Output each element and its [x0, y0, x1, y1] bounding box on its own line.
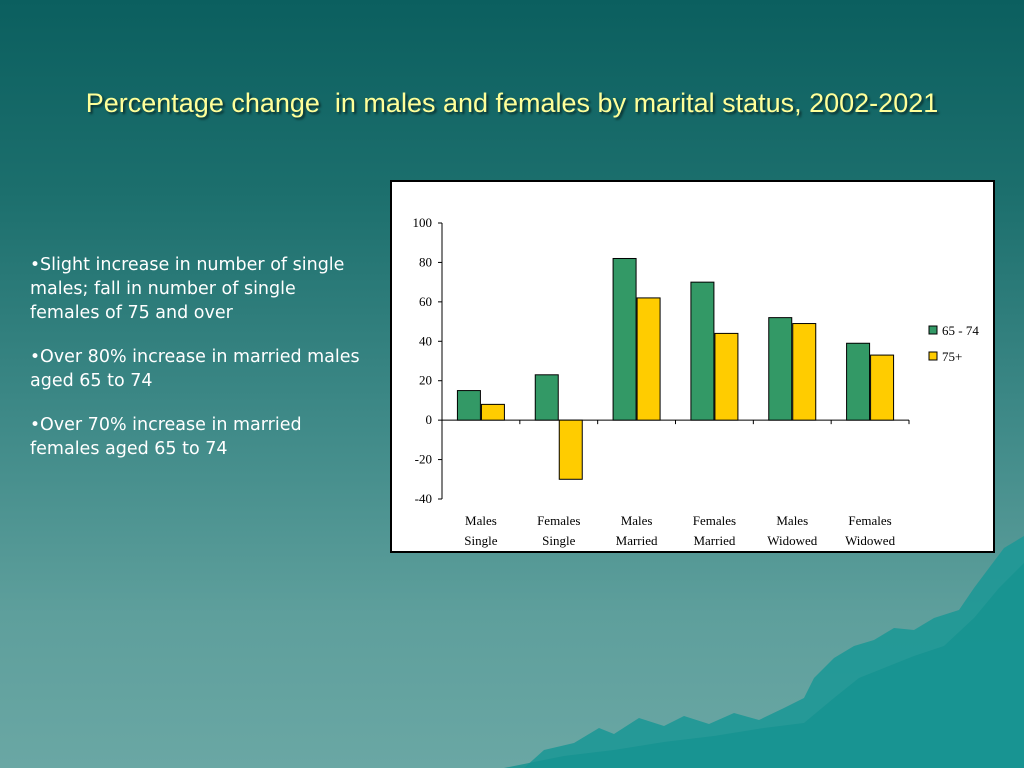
mountain-decoration [504, 536, 1024, 768]
legend-label: 75+ [942, 349, 962, 364]
bar [870, 354, 895, 421]
y-tick-label: 40 [419, 333, 432, 348]
chart-frame: -40 -20 0 20 40 60 80 100 Males Single Females Sing… [390, 180, 995, 553]
bar [558, 419, 583, 480]
y-tick-label: -40 [415, 491, 432, 506]
x-category-label: Single [542, 533, 575, 548]
bar [792, 323, 817, 421]
x-category-label: Married [693, 533, 735, 548]
x-category-label: Females [537, 513, 580, 528]
bullet-item-married-males: •Over 80% increase in married males aged… [30, 345, 360, 393]
x-category-label: Males [621, 513, 653, 528]
x-category-label: Widowed [767, 533, 818, 548]
y-tick-label: 80 [419, 254, 432, 269]
y-tick-label: -20 [415, 452, 432, 467]
bullet-marker: • [30, 415, 41, 435]
bullet-text: Over 80% increase in married males aged … [30, 347, 360, 391]
bar-chart: -40 -20 0 20 40 60 80 100 Males Single Females Sing… [413, 215, 980, 548]
y-tick-label: 20 [419, 373, 432, 388]
legend-swatch [928, 325, 938, 335]
y-tick-label: 60 [419, 294, 432, 309]
slide-title: Percentage change in males and females b… [85, 88, 939, 118]
x-category-label: Males [465, 513, 497, 528]
bar [846, 342, 871, 421]
bullet-text: Slight increase in number of single male… [30, 255, 345, 323]
bullet-text: Over 70% increase in married females age… [30, 415, 302, 459]
y-tick-label: 100 [413, 215, 433, 230]
mountain-shape-front [504, 563, 1024, 768]
bar [714, 332, 739, 421]
bar [690, 281, 715, 421]
x-category-label: Widowed [845, 533, 896, 548]
bullet-item-single: •Slight increase in number of single mal… [30, 253, 360, 325]
bar [768, 317, 793, 421]
bullet-marker: • [30, 347, 41, 367]
bar [480, 403, 505, 421]
bar [612, 257, 637, 421]
bar [534, 374, 559, 421]
x-category-label: Males [776, 513, 808, 528]
bullet-list: •Slight increase in number of single mal… [30, 253, 360, 481]
bullet-item-married-females: •Over 70% increase in married females ag… [30, 413, 360, 461]
legend-label: 65 - 74 [942, 323, 979, 338]
x-category-label: Single [464, 533, 497, 548]
x-category-label: Females [848, 513, 891, 528]
legend-swatch [928, 351, 938, 361]
bar [456, 390, 481, 421]
bullet-marker: • [30, 255, 41, 275]
x-category-label: Married [616, 533, 658, 548]
x-category-label: Females [693, 513, 736, 528]
bar [636, 297, 661, 421]
y-tick-label: 0 [426, 412, 433, 427]
